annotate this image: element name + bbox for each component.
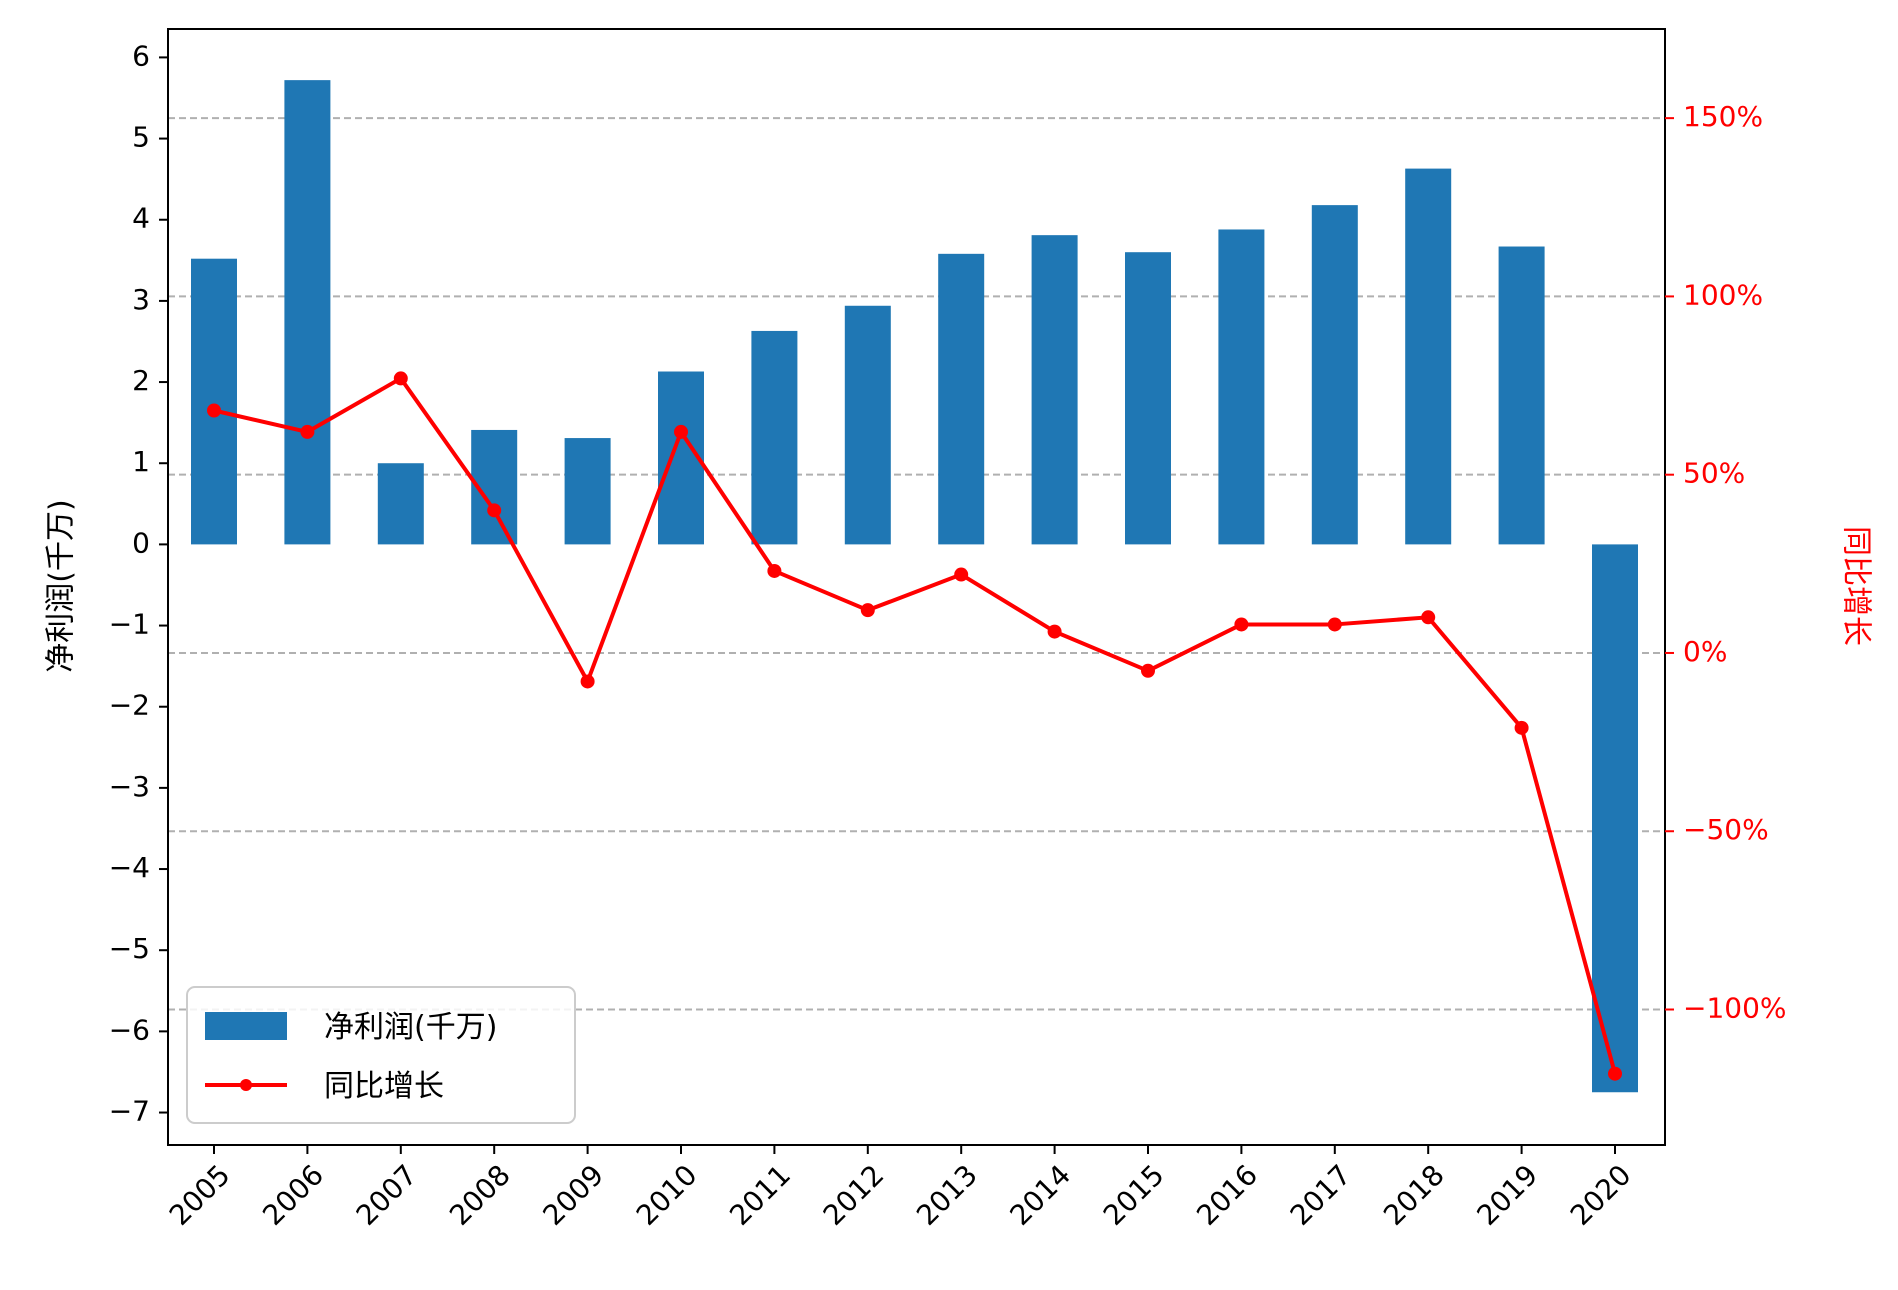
- x-tick-label: 2005: [163, 1158, 237, 1232]
- left-tick-label: 1: [132, 445, 150, 478]
- growth-point: [393, 371, 408, 386]
- growth-point: [1234, 617, 1249, 632]
- growth-line: [213, 376, 1617, 1075]
- left-tick-label: 5: [132, 121, 150, 154]
- growth-point: [767, 563, 782, 578]
- bar: [377, 463, 424, 545]
- growth-point: [1421, 610, 1436, 625]
- left-tick-label: −4: [109, 851, 150, 884]
- left-tick-label: −6: [109, 1013, 150, 1046]
- right-tick-label: −100%: [1683, 992, 1787, 1025]
- growth-point: [580, 674, 595, 689]
- bar: [844, 305, 891, 545]
- left-tick-label: −2: [109, 689, 150, 722]
- right-tick-label: 150%: [1683, 100, 1763, 133]
- x-tick-label: 2010: [630, 1158, 704, 1232]
- x-tick-label: 2007: [350, 1158, 424, 1232]
- bar: [1031, 235, 1078, 545]
- x-tick-label: 2014: [1003, 1158, 1077, 1232]
- x-tick-label: 2012: [817, 1158, 891, 1232]
- left-tick-label: −7: [109, 1095, 150, 1128]
- x-tick-label: 2013: [910, 1158, 984, 1232]
- legend-bar-label: 净利润(千万): [324, 1010, 497, 1045]
- x-tick-label: 2006: [256, 1158, 330, 1232]
- line-series: [207, 371, 1622, 1081]
- legend-line-marker: [240, 1079, 252, 1091]
- right-tick-label: 0%: [1683, 635, 1727, 668]
- left-tick-label: 0: [132, 526, 150, 559]
- growth-point: [1514, 720, 1529, 735]
- growth-point: [207, 403, 221, 418]
- x-tick-label: 2016: [1190, 1158, 1264, 1232]
- growth-point: [1327, 617, 1342, 632]
- growth-point: [1047, 624, 1062, 639]
- bar: [284, 80, 331, 545]
- right-axis: 150% 100% 50% 0% −50% −100%: [1665, 100, 1787, 1025]
- x-tick-label: 2020: [1564, 1158, 1638, 1232]
- x-tick-label: 2017: [1284, 1158, 1358, 1232]
- legend-bar-swatch: [205, 1012, 287, 1040]
- bar-series: [191, 80, 1638, 1093]
- x-tick-label: 2019: [1470, 1158, 1544, 1232]
- bar: [938, 253, 985, 545]
- x-axis: 2005 2006 2007 2008 2009 2010 2011 2012 2013 2014…: [163, 1145, 1638, 1232]
- bar: [1218, 229, 1265, 545]
- growth-point: [487, 503, 502, 518]
- left-axis: 6 5 4 3 2 1 0 −1 −2 −3 −4 −5 −6 −7: [109, 39, 168, 1128]
- bar: [1592, 544, 1638, 1093]
- bar: [564, 438, 611, 545]
- right-tick-label: −50%: [1683, 813, 1769, 846]
- bar: [191, 258, 237, 545]
- right-tick-label: 50%: [1683, 457, 1745, 490]
- growth-point: [860, 603, 875, 618]
- left-tick-label: 3: [132, 283, 150, 316]
- x-tick-label: 2008: [443, 1158, 517, 1232]
- growth-point: [954, 567, 969, 582]
- growth-point: [300, 424, 315, 439]
- left-tick-label: −3: [109, 770, 150, 803]
- left-tick-label: 2: [132, 364, 150, 397]
- x-tick-label: 2011: [723, 1158, 797, 1232]
- right-tick-label: 100%: [1683, 278, 1763, 311]
- legend: 净利润(千万) 同比增长: [186, 986, 576, 1124]
- growth-point: [674, 424, 688, 439]
- plot-frame: [167, 28, 1666, 1146]
- x-tick-label: 2009: [536, 1158, 610, 1232]
- right-axis-title: 同比增长: [1839, 526, 1874, 646]
- legend-line-label: 同比增长: [324, 1069, 444, 1104]
- x-tick-label: 2015: [1097, 1158, 1171, 1232]
- growth-point: [1608, 1066, 1622, 1081]
- bar: [1498, 246, 1545, 545]
- left-tick-label: 6: [132, 39, 150, 72]
- left-axis-title: 净利润(千万): [44, 499, 79, 672]
- bar: [1405, 168, 1452, 545]
- left-tick-label: −1: [109, 608, 150, 641]
- x-tick-label: 2018: [1377, 1158, 1451, 1232]
- bar: [1311, 205, 1358, 545]
- left-tick-label: −5: [109, 932, 150, 965]
- left-tick-label: 4: [132, 202, 150, 235]
- bar: [1125, 252, 1171, 545]
- growth-point: [1141, 663, 1155, 678]
- bar: [751, 330, 798, 545]
